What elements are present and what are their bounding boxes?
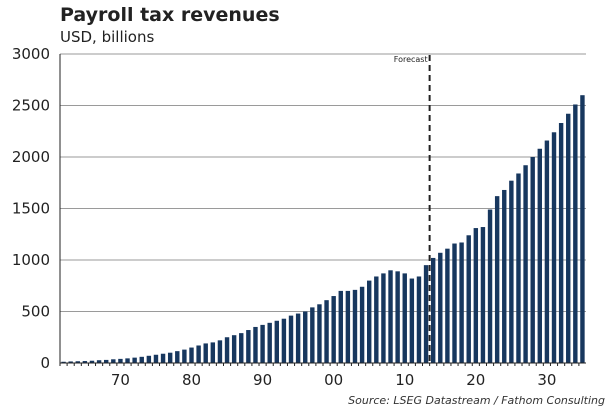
chart-subtitle: USD, billions xyxy=(60,28,155,46)
bar xyxy=(139,356,144,363)
bar xyxy=(281,318,287,363)
bar xyxy=(423,265,429,363)
bar xyxy=(196,345,201,363)
bar xyxy=(523,165,528,363)
x-tick-label: 30 xyxy=(537,371,556,389)
bar xyxy=(487,209,493,363)
bar xyxy=(160,353,166,363)
bar xyxy=(558,123,564,363)
bar xyxy=(359,286,365,363)
bar xyxy=(203,343,208,363)
x-tick-label: 20 xyxy=(466,371,485,389)
bar xyxy=(210,342,216,363)
x-tick-label: 80 xyxy=(182,371,201,389)
bar xyxy=(125,358,130,363)
bar xyxy=(466,235,471,363)
bar xyxy=(473,228,479,363)
bar xyxy=(452,243,457,363)
bar xyxy=(381,273,386,363)
bar xyxy=(132,357,137,363)
bar xyxy=(416,276,422,363)
bar xyxy=(61,361,66,363)
x-tick-label: 70 xyxy=(111,371,130,389)
bar xyxy=(175,351,180,363)
bar xyxy=(573,104,578,363)
bar xyxy=(89,360,95,363)
bar xyxy=(217,340,223,363)
bar xyxy=(253,326,258,363)
bar xyxy=(430,257,436,363)
bar xyxy=(310,307,315,363)
bar xyxy=(189,347,194,363)
bar xyxy=(331,296,336,363)
bar xyxy=(395,271,400,363)
y-tick-label: 0 xyxy=(40,354,50,372)
bar xyxy=(530,157,535,363)
bar xyxy=(509,180,514,363)
x-tick-label: 90 xyxy=(253,371,272,389)
bar xyxy=(295,313,301,363)
bar xyxy=(516,173,521,363)
bar xyxy=(494,196,500,363)
bar xyxy=(303,311,308,363)
y-tick-label: 1000 xyxy=(12,251,50,269)
x-tick-label: 10 xyxy=(395,371,414,389)
bar xyxy=(409,278,415,363)
bar xyxy=(566,113,571,364)
bar xyxy=(239,333,244,363)
bar xyxy=(324,300,329,363)
bar xyxy=(580,95,585,363)
bar xyxy=(367,280,372,363)
forecast-label: Forecast xyxy=(394,55,428,64)
bar xyxy=(231,335,237,363)
bar xyxy=(338,290,343,363)
bar xyxy=(118,358,123,363)
bar xyxy=(153,354,159,363)
bar xyxy=(274,320,279,363)
y-tick-label: 1500 xyxy=(12,200,50,218)
x-tick-label: 00 xyxy=(324,371,343,389)
y-tick-label: 2000 xyxy=(12,148,50,166)
bar xyxy=(402,273,407,363)
bar xyxy=(551,132,557,363)
bar xyxy=(537,148,542,363)
bar xyxy=(104,359,109,363)
bar xyxy=(96,360,102,363)
bar xyxy=(167,352,173,363)
bar xyxy=(374,276,379,363)
chart-source: Source: LSEG Datastream / Fathom Consult… xyxy=(348,394,605,407)
bar xyxy=(388,270,393,363)
bar xyxy=(438,252,443,363)
bar xyxy=(68,361,73,363)
bar xyxy=(267,322,272,363)
bar xyxy=(182,349,187,363)
bar xyxy=(146,355,152,363)
bar xyxy=(246,330,251,363)
y-tick-label: 3000 xyxy=(12,45,50,63)
bar xyxy=(345,290,351,363)
bar xyxy=(224,337,230,363)
bar xyxy=(75,361,80,363)
bar xyxy=(459,242,464,363)
bar xyxy=(502,189,507,363)
bar xyxy=(352,289,358,363)
y-tick-label: 2500 xyxy=(12,97,50,115)
bar xyxy=(480,227,486,363)
bar xyxy=(445,248,450,363)
bar xyxy=(111,359,116,363)
bar xyxy=(317,304,322,363)
bar xyxy=(82,361,88,363)
y-tick-label: 500 xyxy=(21,303,50,321)
bar xyxy=(544,140,550,363)
bar xyxy=(260,324,265,363)
chart-title: Payroll tax revenues xyxy=(60,4,280,26)
bar xyxy=(288,315,294,363)
